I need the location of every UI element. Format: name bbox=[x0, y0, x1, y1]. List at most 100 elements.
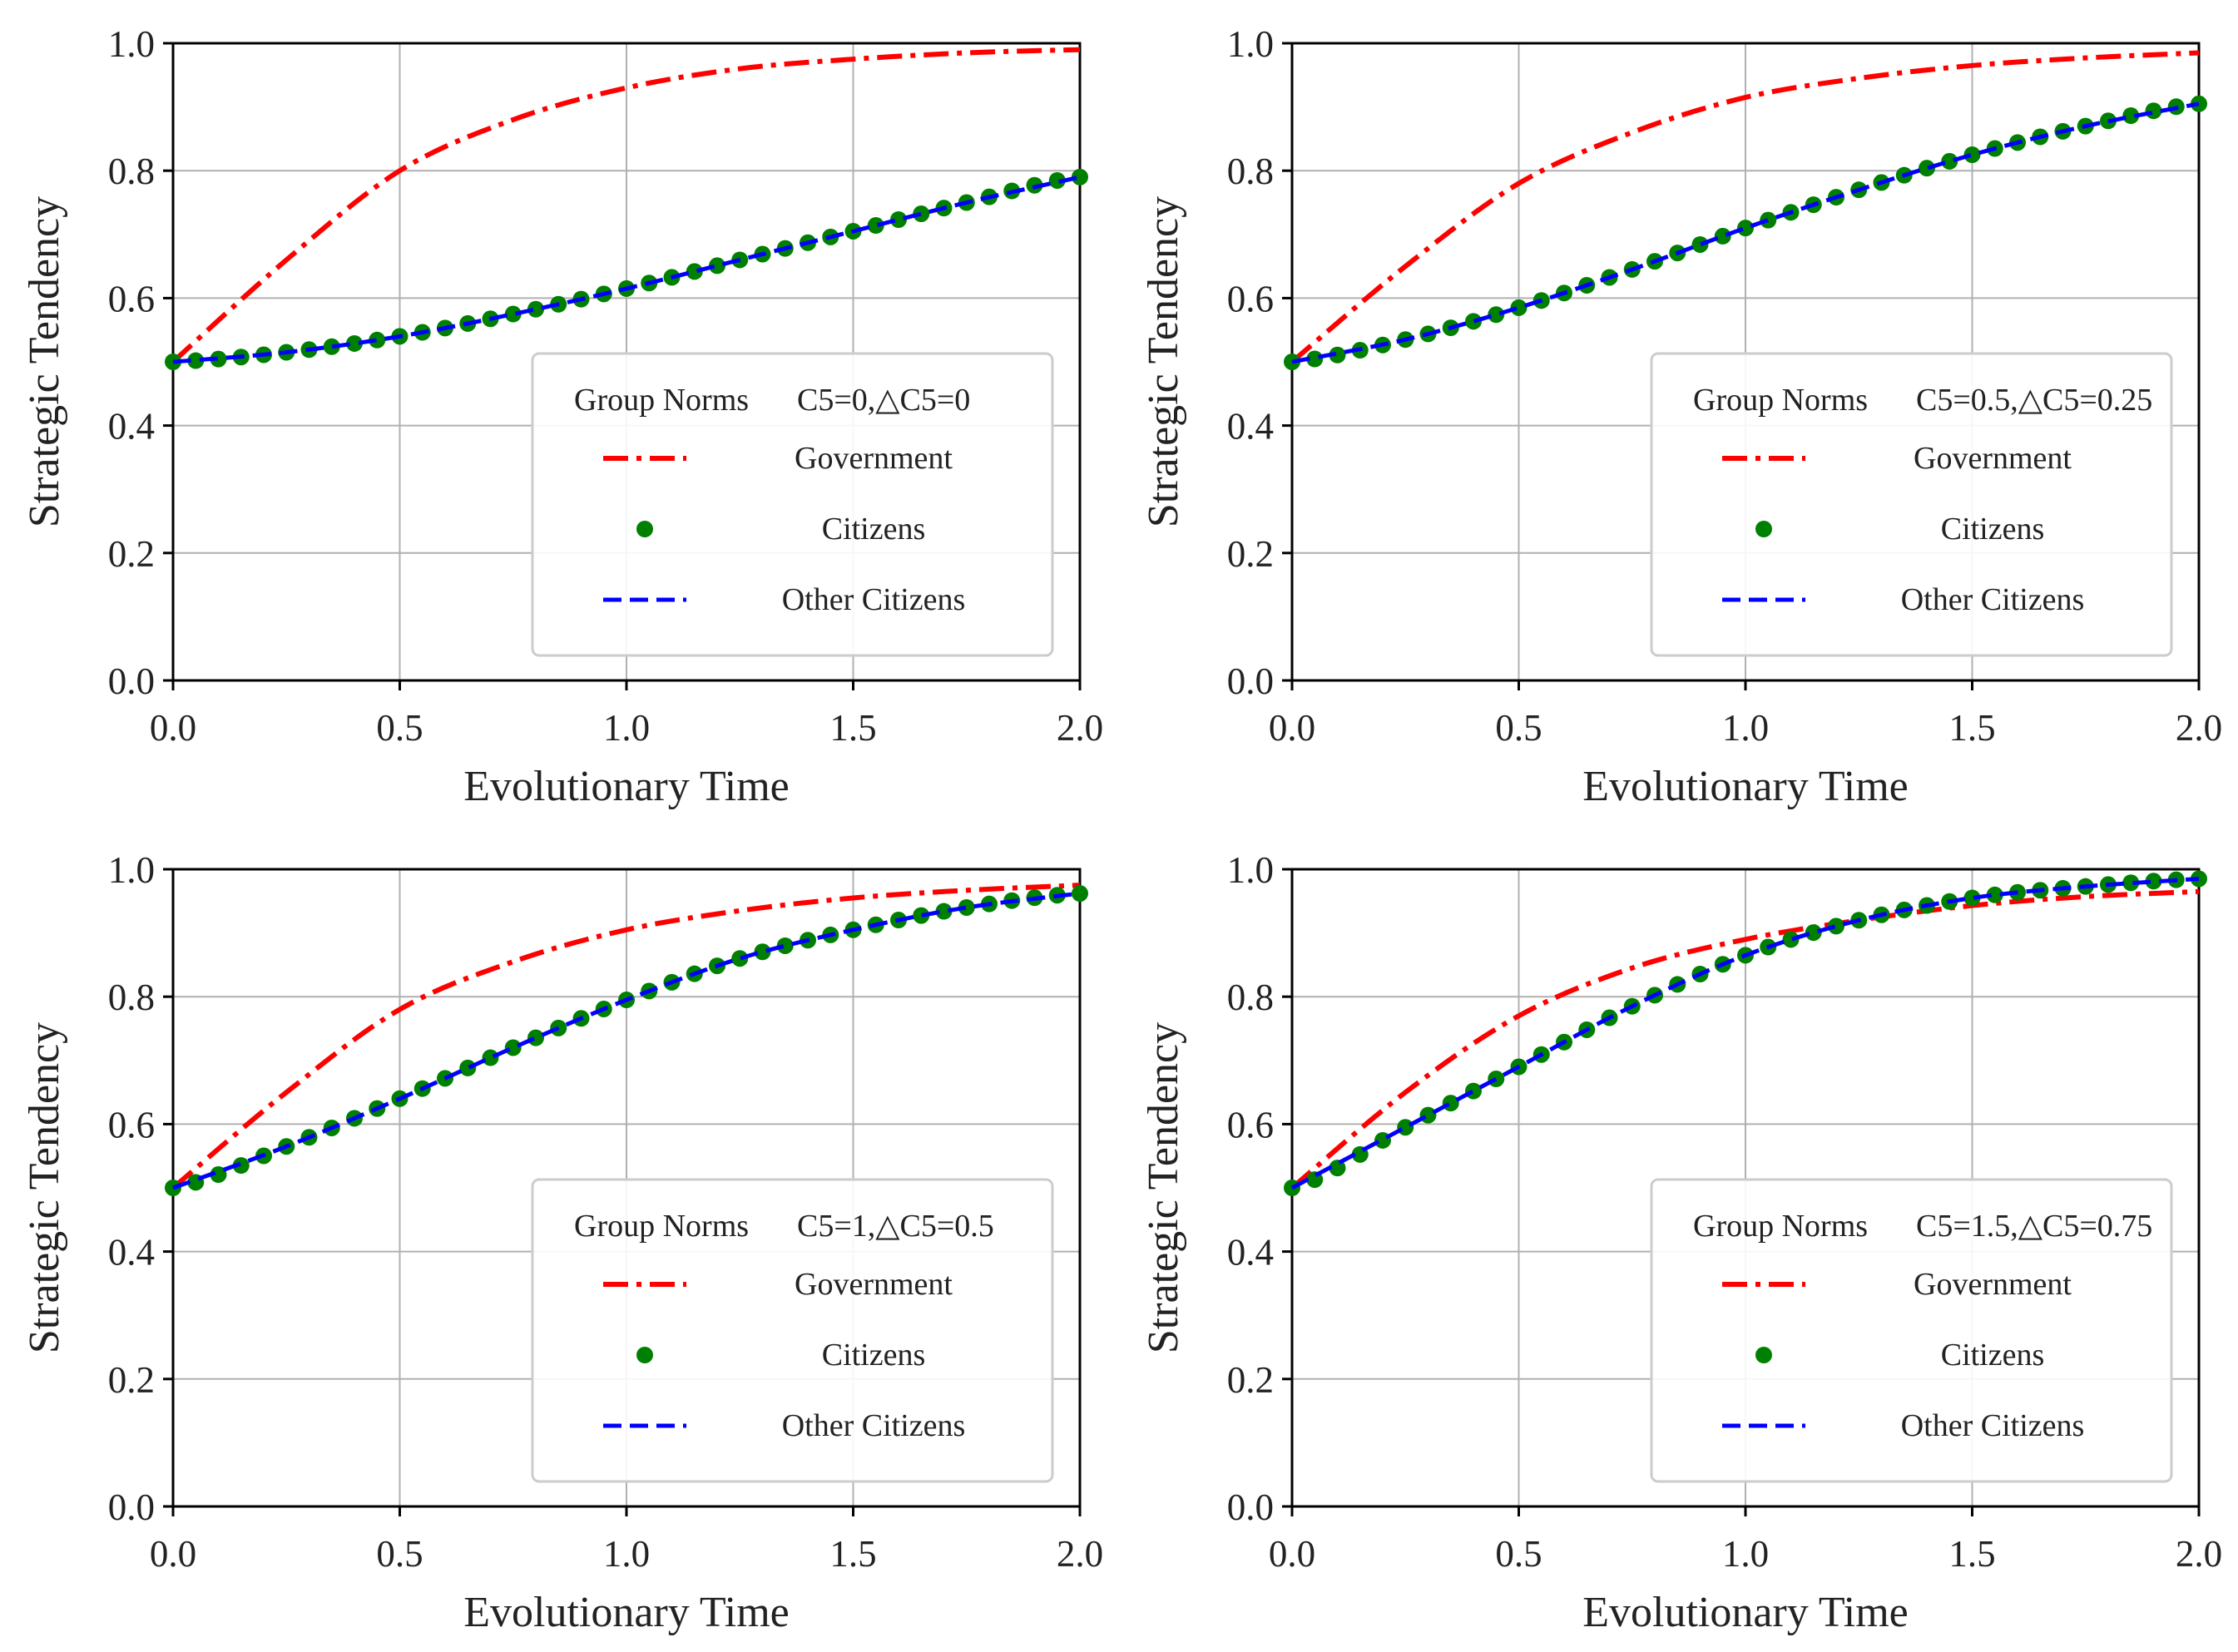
y-tick-label: 1.0 bbox=[1227, 23, 1274, 65]
citizens-point bbox=[2191, 95, 2207, 112]
legend-label-citizens: Citizens bbox=[822, 512, 926, 547]
citizens-point bbox=[1510, 299, 1527, 316]
x-tick-label: 0.0 bbox=[150, 707, 196, 749]
x-tick-label: 1.5 bbox=[829, 707, 876, 749]
citizens-point bbox=[1737, 220, 1754, 237]
citizens-point bbox=[1465, 1082, 1482, 1100]
citizens-point bbox=[1963, 889, 1981, 907]
legend-params: C5=0,△C5=0 bbox=[797, 383, 970, 418]
y-tick-label: 0.8 bbox=[108, 977, 155, 1018]
x-tick-label: 0.0 bbox=[1269, 1533, 1315, 1575]
citizens-point bbox=[232, 1157, 250, 1175]
series-line-government bbox=[1290, 50, 2200, 364]
legend-label-citizens: Citizens bbox=[822, 1338, 926, 1373]
x-tick-label: 2.0 bbox=[2176, 1533, 2222, 1575]
citizens-point bbox=[504, 305, 522, 323]
citizens-point bbox=[867, 217, 884, 235]
citizens-point bbox=[527, 300, 544, 318]
citizens-point bbox=[776, 937, 794, 954]
citizens-point bbox=[346, 334, 363, 352]
y-tick-label: 0.2 bbox=[108, 1359, 155, 1401]
citizens-point bbox=[731, 950, 749, 967]
x-tick-label: 0.5 bbox=[1495, 1533, 1542, 1575]
chart-svg: 0.0 0.5 1.0 1.5 2.0 0.0 0.2 0.4 0.6 0.8 1.0 Evoluti… bbox=[21, 849, 1103, 1636]
citizens-point bbox=[323, 338, 340, 355]
x-tick-label: 1.0 bbox=[603, 707, 650, 749]
legend-label-citizens: Citizens bbox=[1941, 1338, 2045, 1373]
legend-label-government: Government bbox=[795, 441, 953, 476]
chart-panel-top-right: 0.0 0.5 1.0 1.5 2.0 0.0 0.2 0.4 0.6 0.8 1.0 Evoluti… bbox=[1119, 0, 2238, 826]
citizens-point bbox=[1714, 227, 1731, 245]
x-tick-label: 2.0 bbox=[1057, 707, 1103, 749]
y-tick-label: 0.6 bbox=[1227, 278, 1274, 319]
chart-svg: 0.0 0.5 1.0 1.5 2.0 0.0 0.2 0.4 0.6 0.8 1.0 Evoluti… bbox=[21, 23, 1103, 810]
legend-box bbox=[531, 352, 1054, 657]
citizens-point bbox=[482, 1049, 499, 1066]
x-tick-label: 1.0 bbox=[1722, 707, 1769, 749]
legend-group-label: Group Norms bbox=[574, 1209, 749, 1244]
citizens-point bbox=[913, 205, 930, 223]
citizens-point bbox=[1419, 1106, 1437, 1124]
y-tick-label: 0.2 bbox=[108, 533, 155, 575]
legend-group-label: Group Norms bbox=[1693, 383, 1868, 418]
citizens-point bbox=[1963, 146, 1981, 164]
x-tick-label: 0.5 bbox=[1495, 707, 1542, 749]
legend-label-government: Government bbox=[1914, 1267, 2072, 1302]
legend: Group Norms C5=1.5,△C5=0.75 Government Citi… bbox=[1650, 1178, 2173, 1483]
x-tick-label: 1.0 bbox=[603, 1533, 650, 1575]
legend-handle-citizens bbox=[1755, 521, 1772, 537]
citizens-point bbox=[754, 943, 771, 961]
legend-label-other-citizens: Other Citizens bbox=[782, 1408, 966, 1443]
citizens-point bbox=[210, 1166, 227, 1184]
citizens-point bbox=[504, 1039, 522, 1056]
y-tick-label: 1.0 bbox=[108, 23, 155, 65]
x-tick-label: 0.5 bbox=[376, 707, 423, 749]
legend-label-government: Government bbox=[1914, 441, 2072, 476]
y-tick-label: 0.6 bbox=[108, 278, 155, 319]
legend: Group Norms C5=1,△C5=0.5 Government Citizen… bbox=[531, 1178, 1054, 1483]
legend-params: C5=1.5,△C5=0.75 bbox=[1916, 1209, 2152, 1244]
y-tick-label: 0.8 bbox=[108, 151, 155, 192]
citizens-point bbox=[686, 263, 703, 280]
y-tick-label: 0.0 bbox=[108, 660, 155, 702]
citizens-point bbox=[2145, 873, 2162, 890]
citizens-point bbox=[890, 210, 907, 228]
x-axis-title: Evolutionary Time bbox=[463, 1589, 789, 1636]
y-tick-label: 0.2 bbox=[1227, 533, 1274, 575]
citizens-point bbox=[1782, 931, 1800, 948]
x-axis-title: Evolutionary Time bbox=[1582, 1589, 1908, 1636]
citizens-point bbox=[913, 907, 930, 924]
citizens-point bbox=[210, 350, 227, 368]
citizens-point bbox=[2145, 102, 2162, 120]
chart-svg: 0.0 0.5 1.0 1.5 2.0 0.0 0.2 0.4 0.6 0.8 1.0 Evoluti… bbox=[1140, 23, 2222, 810]
y-tick-label: 0.6 bbox=[1227, 1104, 1274, 1145]
y-tick-label: 0.6 bbox=[108, 1104, 155, 1145]
x-axis-title: Evolutionary Time bbox=[463, 763, 789, 810]
citizens-point bbox=[527, 1029, 544, 1046]
x-tick-label: 0.0 bbox=[1269, 707, 1315, 749]
series-line-other-citizens bbox=[1290, 877, 2200, 1190]
citizens-point bbox=[1329, 1160, 1346, 1177]
x-tick-label: 2.0 bbox=[1057, 1533, 1103, 1575]
legend-label-other-citizens: Other Citizens bbox=[1901, 582, 2085, 617]
citizens-point bbox=[1442, 1095, 1459, 1112]
citizens-point bbox=[1488, 306, 1505, 324]
legend: Group Norms C5=0,△C5=0 Government Citizens O… bbox=[531, 352, 1054, 657]
legend-label-government: Government bbox=[795, 1267, 953, 1302]
citizens-point bbox=[1760, 211, 1777, 229]
legend-group-label: Group Norms bbox=[574, 383, 749, 418]
series-line-other-citizens bbox=[172, 891, 1081, 1190]
chart-svg: 0.0 0.5 1.0 1.5 2.0 0.0 0.2 0.4 0.6 0.8 1.0 Evoluti… bbox=[1140, 849, 2222, 1636]
legend-params: C5=1,△C5=0.5 bbox=[797, 1209, 994, 1244]
legend-handle-citizens bbox=[636, 521, 653, 537]
y-tick-label: 0.0 bbox=[1227, 1486, 1274, 1528]
legend: Group Norms C5=0.5,△C5=0.25 Government Citi… bbox=[1650, 352, 2173, 657]
citizens-point bbox=[1048, 171, 1066, 189]
citizens-point bbox=[1072, 168, 1088, 185]
y-axis-title: Strategic Tendency bbox=[1140, 1022, 1187, 1353]
y-tick-label: 0.2 bbox=[1227, 1359, 1274, 1401]
series-line-government bbox=[1290, 888, 2200, 1190]
legend-label-other-citizens: Other Citizens bbox=[782, 582, 966, 617]
citizens-point bbox=[2122, 874, 2140, 892]
x-tick-label: 0.0 bbox=[150, 1533, 196, 1575]
